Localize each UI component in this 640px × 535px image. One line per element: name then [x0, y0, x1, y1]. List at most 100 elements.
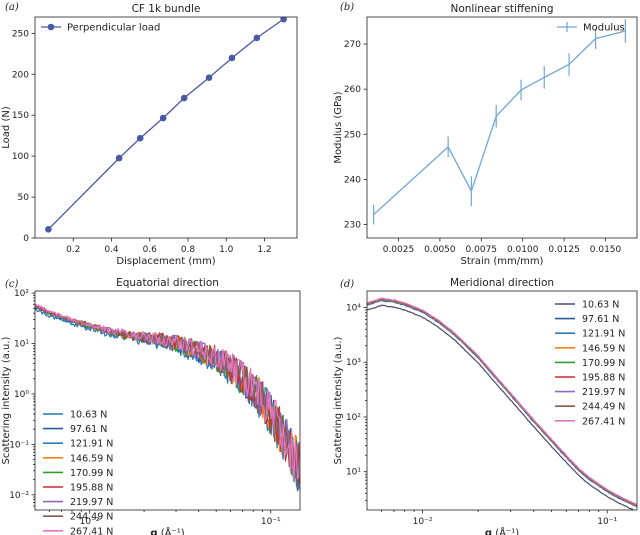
data-point [115, 154, 123, 162]
legend-label: 97.61 N [582, 314, 619, 325]
y-axis-label: Scattering intensity (a.u.) [333, 336, 344, 464]
legend-label: 195.88 N [70, 483, 113, 494]
y-tick-label: 260 [344, 85, 361, 95]
legend-marker [47, 23, 55, 31]
x-axis-label: Displacement (mm) [116, 256, 215, 267]
plot-area [35, 304, 300, 492]
legend-label: Perpendicular load [67, 23, 160, 34]
y-tick-label: 10³ [346, 358, 361, 368]
axes-frame [366, 16, 638, 239]
chart-b: (b) Nonlinear stiffening 0.0025 0.0050 0.007… [333, 2, 638, 267]
y-tick-label: 250 [344, 130, 361, 140]
data-point [159, 114, 167, 122]
x-axis-label-unit: (Å⁻¹) [158, 526, 185, 535]
legend-label: 219.97 N [70, 497, 113, 508]
legend-label: 244.49 N [582, 402, 625, 413]
axes-frame [34, 16, 298, 239]
plot-area [373, 19, 627, 225]
x-tick-label: 0.0100 [507, 245, 539, 255]
x-axis-label: q (Å⁻¹) [150, 526, 184, 535]
x-tick-label: 0.0150 [590, 245, 622, 255]
x-tick-label: 10⁻² [413, 517, 433, 527]
x-tick-label: 10⁻¹ [261, 517, 281, 527]
x-tick-label: 0.4 [104, 245, 119, 255]
y-axis-label: Load (N) [1, 106, 12, 149]
y-tick-label: 250 [12, 29, 29, 39]
x-tick-label: 0.0125 [548, 245, 580, 255]
x-axis-label: q (Å⁻¹) [485, 526, 519, 535]
legend-label: Modulus [583, 23, 625, 34]
data-point [136, 134, 144, 142]
y-tick-label: 0 [23, 234, 29, 244]
x-axis-label-symbol: q [150, 528, 157, 535]
series-line [373, 30, 626, 216]
legend-label: 195.88 N [582, 373, 625, 384]
x-axis-label-symbol: q [485, 528, 492, 535]
x-tick-label: 0.2 [66, 245, 80, 255]
x-tick-label: 1.2 [257, 245, 271, 255]
series-line [367, 304, 635, 510]
legend-label: 146.59 N [70, 453, 113, 464]
panel-letter: (d) [340, 279, 354, 290]
y-tick-label: 270 [344, 40, 361, 50]
plot-area [367, 297, 637, 510]
legend-label: 170.99 N [70, 468, 113, 479]
data-point [280, 17, 287, 23]
chart-title: CF 1k bundle [132, 3, 201, 15]
x-tick-label: 10⁻¹ [597, 517, 617, 527]
data-point [228, 54, 236, 62]
series-line [35, 305, 300, 489]
x-tick-label: 0.8 [181, 245, 196, 255]
chart-title: Nonlinear stiffening [450, 3, 553, 15]
y-tick-label: 240 [344, 175, 361, 185]
series-line [47, 18, 284, 230]
x-tick-label: 0.0075 [466, 245, 498, 255]
y-tick-label: 50 [18, 193, 30, 203]
y-tick-label: 150 [12, 111, 29, 121]
legend-label: 10.63 N [70, 410, 107, 421]
x-tick-label: 0.0025 [383, 245, 415, 255]
y-tick-label: 10² [346, 413, 361, 423]
legend-label: 267.41 N [582, 416, 625, 427]
legend-label: 267.41 N [70, 526, 113, 535]
x-tick-label: 0.0050 [424, 245, 456, 255]
legend-label: 97.61 N [70, 424, 107, 435]
chart-a: (a) CF 1k bundle 0.2 0.4 0.6 0.8 1.0 1.2 0 50 100 1… [1, 2, 298, 267]
series-line [367, 297, 637, 506]
x-tick-label: 10⁻² [80, 517, 100, 527]
x-axis-label: Strain (mm/mm) [461, 256, 544, 267]
x-axis-label-unit: (Å⁻¹) [492, 526, 519, 535]
panel-letter: (a) [5, 2, 19, 13]
series-line [35, 304, 300, 481]
legend-label: 10.63 N [582, 300, 619, 311]
y-tick-label: 10¹ [346, 468, 361, 478]
data-point [253, 34, 261, 42]
legend-label: 170.99 N [582, 358, 625, 369]
x-tick-label: 0.6 [143, 245, 158, 255]
legend-label: 219.97 N [582, 387, 625, 398]
legend-label: 121.91 N [70, 439, 113, 450]
chart-d: (d) Meridional direction 10⁻² 10⁻¹ 10¹ 10² 10³… [333, 277, 638, 535]
y-tick-label: 10⁻² [9, 491, 29, 501]
y-tick-label: 10¹ [14, 340, 29, 350]
legend-label: 146.59 N [582, 343, 625, 354]
y-tick-label: 230 [344, 220, 361, 230]
y-axis-label: Modulus (GPa) [333, 91, 344, 163]
panel-letter: (c) [5, 279, 19, 290]
x-tick-label: 1.0 [219, 245, 234, 255]
y-tick-label: 10² [14, 289, 29, 299]
legend-label: 244.49 N [70, 512, 113, 523]
chart-title: Meridional direction [450, 277, 554, 289]
y-tick-label: 10⁰ [14, 390, 29, 400]
data-point [180, 94, 188, 102]
y-tick-label: 10⁻¹ [9, 440, 29, 450]
plot-area [45, 17, 287, 233]
y-tick-label: 10⁴ [346, 303, 361, 313]
y-tick-label: 200 [12, 70, 29, 80]
chart-title: Equatorial direction [116, 277, 219, 289]
panel-letter: (b) [340, 2, 354, 13]
y-axis-label: Scattering intensity (a.u.) [1, 336, 12, 464]
data-point [45, 225, 52, 233]
legend-label: 121.91 N [582, 329, 625, 340]
